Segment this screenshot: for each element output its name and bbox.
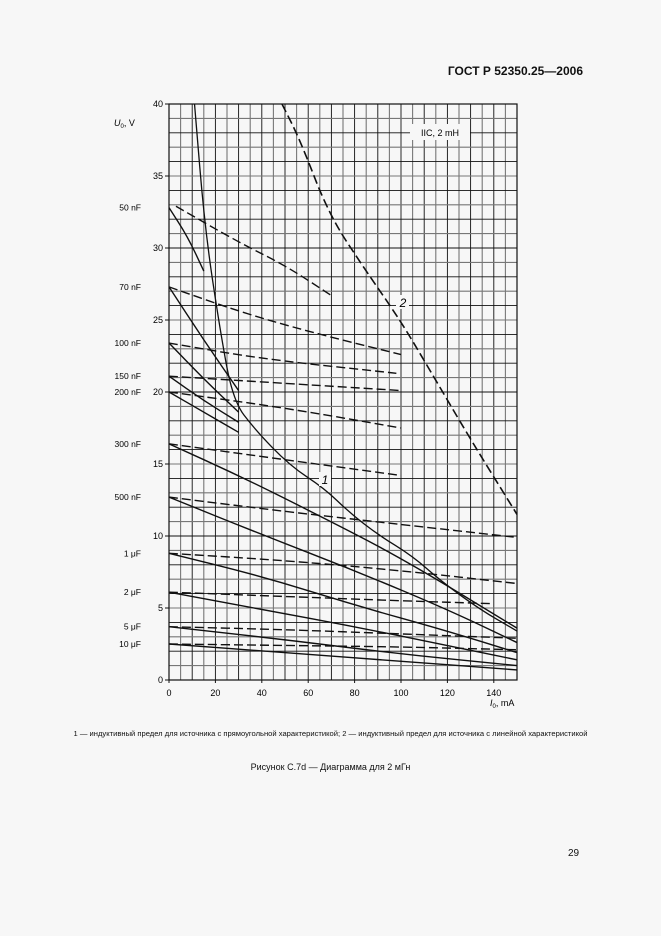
capacitance-curve-dashed [168,643,518,651]
capacitance-label: 150 nF [115,371,141,381]
page-number: 29 [568,848,580,859]
capacitance-curve-solid [168,286,240,391]
x-tick-label: 20 [210,688,220,698]
y-tick-label: 10 [153,531,163,541]
capacitance-label: 200 nF [115,387,141,397]
y-axis-unit: , V [124,118,135,128]
figure-caption: Рисунок С.7d — Диаграмма для 2 мГн [250,762,411,772]
y-tick-label: 0 [158,675,163,685]
ticks: 50 nF 70 nF 100 nF 150 nF 200 nF 300 nF 500 nF… [115,99,502,698]
capacitance-curve-dashed [168,496,518,539]
y-tick-label: 30 [153,243,163,253]
capacitance-curve-solid [168,207,205,272]
x-axis-label: I0, mA [490,698,514,710]
capacitance-curve-dashed [168,286,402,356]
capacitance-label: 10 μF [119,639,141,649]
legend-box: IIC, 2 mH [410,124,470,140]
y-tick-label: 35 [153,171,163,181]
y-tick-label: 40 [153,99,163,109]
capacitance-curve-dashed [168,626,518,639]
curves [168,103,518,671]
capacitance-label: 100 nF [115,338,141,348]
capacitance-label: 50 nF [119,203,141,213]
y-axis-symbol: U [114,118,121,128]
curve-1-label: 1 [319,472,331,487]
document-header: ГОСТ Р 52350.25—2006 [447,64,583,78]
x-tick-label: 100 [393,688,408,698]
curve-2-number: 2 [399,296,407,310]
x-tick-label: 0 [166,688,171,698]
x-tick-label: 120 [440,688,455,698]
limit-curve-1 [193,103,518,632]
capacitance-label: 5 μF [124,622,141,632]
capacitance-curve-solid [168,342,240,413]
capacitance-label: 500 nF [115,492,141,502]
capacitance-curve-solid [168,391,239,433]
capacitance-label: 70 nF [119,282,141,292]
capacitance-curve-solid [168,443,518,629]
y-tick-label: 15 [153,459,163,469]
x-axis-unit: , mA [496,698,515,708]
capacitance-label: 2 μF [124,587,141,597]
x-tick-label: 80 [350,688,360,698]
capacitance-label: 300 nF [115,439,141,449]
figure-legend-note: 1 — индуктивный предел для источника с п… [73,729,588,738]
y-tick-label: 20 [153,387,163,397]
x-axis-subscript: 0 [493,704,497,710]
capacitance-label: 1 μF [124,548,141,558]
curve-2-label: 2 [396,295,409,310]
capacitance-curve-dashed [168,552,518,585]
capacitance-curve-dashed [168,391,402,429]
curve-1-number: 1 [322,473,329,487]
capacitance-curve-dashed [168,375,402,392]
capacitance-curve-solid [168,591,518,661]
capacitance-curve-solid [168,552,518,654]
legend-box-label: IIC, 2 mH [421,128,459,138]
y-tick-label: 5 [158,603,163,613]
y-axis-subscript: 0 [121,124,125,130]
x-tick-label: 60 [303,688,313,698]
grid [168,103,518,681]
x-axis-symbol: I [490,698,493,708]
limit-curve-2 [281,103,518,515]
y-tick-label: 25 [153,315,163,325]
y-axis-label: U0, V [114,118,135,130]
capacitance-curve-solid [168,375,239,423]
x-tick-label: 40 [257,688,267,698]
capacitance-curve-solid [168,626,518,667]
capacitance-curve-dashed [168,591,494,605]
capacitance-curve-solid [168,496,518,644]
capacitance-curve-solid [168,643,518,671]
capacitance-curve-dashed [168,443,402,477]
capacitance-curve-dashed [175,205,332,297]
x-tick-label: 140 [486,688,501,698]
